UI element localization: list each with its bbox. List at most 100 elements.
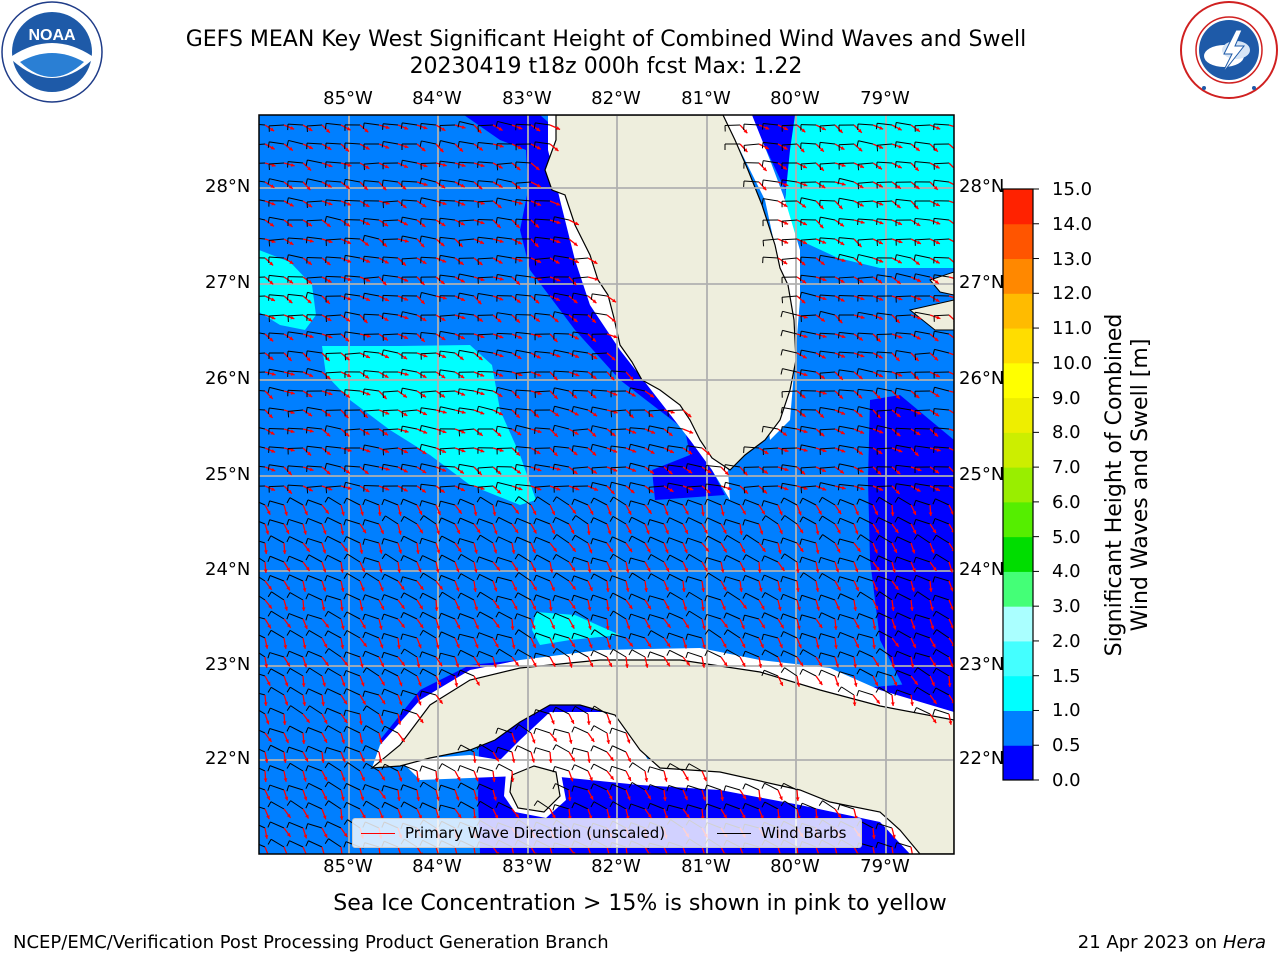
wave-arrow-head xyxy=(419,529,423,534)
wind-barb-flag xyxy=(457,669,461,676)
wave-arrow-head xyxy=(384,164,389,169)
wave-arrow-head xyxy=(285,529,290,534)
wind-barb-flag xyxy=(723,612,727,619)
wind-barb-flag xyxy=(552,216,555,223)
colorbar-tick: 15.0 xyxy=(1052,179,1093,200)
wave-arrow-head xyxy=(364,374,369,379)
wind-barb xyxy=(497,369,513,373)
wave-arrow-head xyxy=(631,392,636,397)
wind-barb xyxy=(612,801,627,810)
wind-barb-flag xyxy=(856,554,861,561)
wave-arrow-head xyxy=(517,431,522,436)
wind-barb xyxy=(384,725,399,734)
wind-barb-flag xyxy=(590,312,593,319)
wind-barb xyxy=(287,389,304,392)
wave-arrow-head xyxy=(534,243,539,248)
wave-arrow-head xyxy=(442,296,447,300)
wind-barb xyxy=(610,466,627,469)
wind-barb-flag xyxy=(780,330,783,337)
wind-barb xyxy=(535,709,551,715)
wave-arrow-head xyxy=(347,448,352,452)
wind-barb xyxy=(384,668,399,677)
wind-barb xyxy=(515,123,532,126)
wave-arrow-head xyxy=(362,529,366,534)
wave-arrow-head xyxy=(955,430,959,434)
wind-barb xyxy=(593,783,608,791)
wave-arrow-head xyxy=(706,451,711,456)
wind-barb xyxy=(744,180,760,183)
wind-barb-flag xyxy=(419,612,424,618)
wind-barb xyxy=(402,387,418,392)
wind-barb xyxy=(594,629,608,639)
wave-arrow-head xyxy=(935,202,940,207)
wave-arrow-head xyxy=(822,468,826,472)
wind-barb xyxy=(346,726,361,734)
wind-barb-flag xyxy=(894,556,898,563)
wave-arrow-head xyxy=(626,625,631,630)
wind-barb-flag xyxy=(590,614,594,621)
wave-arrow-head xyxy=(664,511,669,516)
wave-arrow-head xyxy=(365,146,370,150)
wind-barb-flag xyxy=(267,821,271,828)
wave-arrow-head xyxy=(303,530,307,535)
wind-barb-flag xyxy=(818,217,821,224)
wind-barb-flag xyxy=(343,311,346,319)
wind-barb xyxy=(781,238,798,241)
wind-barb-flag xyxy=(723,519,727,526)
wave-arrow-head xyxy=(955,241,959,244)
wave-arrow-head xyxy=(423,430,428,434)
wind-barb-flag xyxy=(533,800,538,807)
wave-arrow-head xyxy=(308,127,313,131)
wind-barb xyxy=(269,274,285,278)
wind-barb-flag xyxy=(704,572,709,579)
wave-arrow-head xyxy=(646,548,651,553)
wave-arrow-head xyxy=(516,166,521,171)
wind-barb xyxy=(593,650,608,658)
wind-barb-flag xyxy=(800,487,803,494)
wind-barb xyxy=(554,424,570,430)
wind-barb-flag xyxy=(267,745,272,751)
wave-arrow-head xyxy=(284,701,289,706)
wind-barb xyxy=(268,485,285,488)
lon-tick-bottom: 83°W xyxy=(502,856,552,877)
wave-arrow-head xyxy=(271,487,276,491)
wave-arrow-head xyxy=(269,261,274,266)
wind-barb-flag xyxy=(609,536,613,543)
wind-barb-flag xyxy=(476,142,479,149)
wave-arrow-head xyxy=(264,644,269,649)
wind-barb xyxy=(327,688,342,696)
wind-barb-flag xyxy=(495,237,498,244)
wave-arrow-head xyxy=(855,624,860,629)
wind-barb xyxy=(612,536,627,544)
wave-arrow-head xyxy=(282,721,287,725)
wind-barb-flag xyxy=(761,426,764,433)
wind-barb-flag xyxy=(362,763,367,769)
wave-arrow-head xyxy=(783,146,788,150)
wave-arrow-head xyxy=(628,548,633,553)
wave-arrow-head xyxy=(722,529,727,534)
wind-barb xyxy=(307,350,323,354)
wind-barb xyxy=(687,651,703,658)
wind-barb xyxy=(839,499,855,506)
wave-arrow-head xyxy=(341,777,346,782)
wave-arrow-head xyxy=(949,568,954,573)
wind-barb-flag xyxy=(438,140,441,147)
wind-barb xyxy=(383,632,399,639)
wind-barb-flag xyxy=(362,464,365,471)
wave-arrow-head xyxy=(440,280,445,284)
wave-arrow-head xyxy=(536,450,541,454)
wind-barb-flag xyxy=(932,553,937,560)
wind-barb-flag xyxy=(876,370,878,377)
wind-barb-flag xyxy=(305,650,309,657)
wave-arrow-head xyxy=(701,625,706,630)
wave-arrow-head xyxy=(346,240,351,244)
wave-arrow-head xyxy=(537,334,542,338)
wind-barb-flag xyxy=(533,518,537,525)
wave-arrow-head xyxy=(308,393,313,397)
wave-arrow-head xyxy=(396,645,401,649)
wave-arrow-head xyxy=(404,297,409,301)
wave-arrow-head xyxy=(948,720,953,725)
wind-barb-flag xyxy=(571,535,576,541)
wind-barb xyxy=(897,592,912,601)
wind-barb-flag xyxy=(628,593,632,600)
